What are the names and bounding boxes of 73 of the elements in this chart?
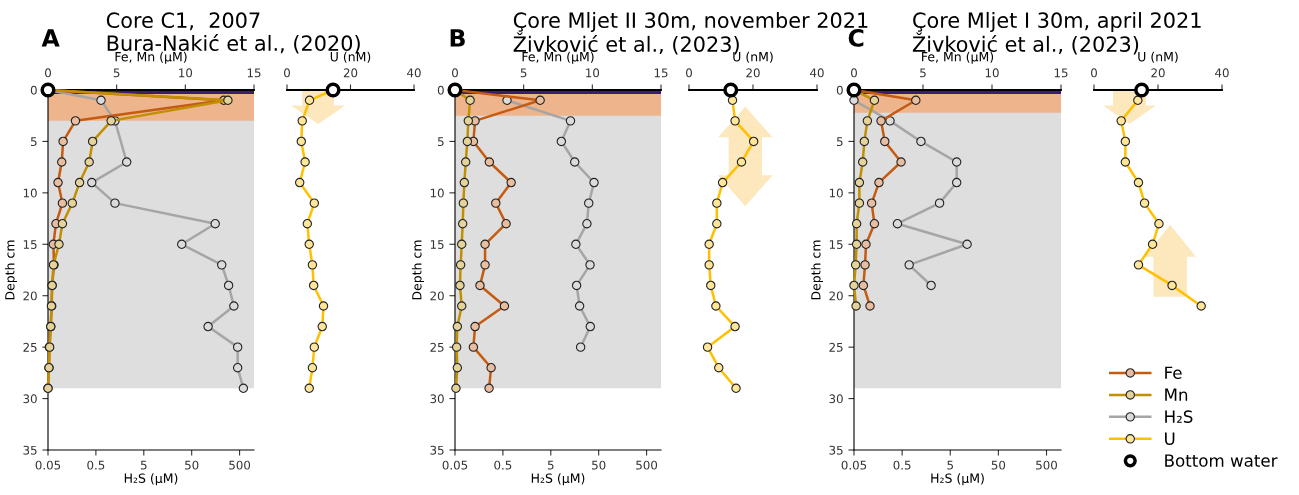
x2-tick-label: 10: [586, 68, 600, 78]
x-tick-label: 500: [636, 460, 658, 470]
point: [1134, 82, 1150, 98]
x2-tick-label: 10: [985, 68, 999, 78]
x2-tick-label: 10: [179, 68, 193, 78]
x-tick-label: 20: [746, 68, 760, 78]
point: [325, 82, 341, 98]
y-tick-label: 0: [836, 85, 843, 95]
x-tick-label: 5: [947, 460, 953, 470]
y-tick-label: 15: [23, 240, 37, 249]
y-tick-label: 25: [430, 342, 444, 352]
x-axis-title: U (nM): [1138, 51, 1178, 63]
y-tick-label: 35: [829, 445, 843, 455]
y-tick-label: 0: [30, 85, 37, 95]
chart-title: Core C1, 2007: [106, 12, 260, 31]
point: [723, 82, 739, 98]
x2-tick-label: 15: [247, 68, 261, 78]
x-tick-label: 500: [1036, 460, 1057, 470]
y-tick-label: 30: [829, 394, 843, 404]
chart-title: Çore Mljet I 30m, april 2021: [913, 11, 1201, 33]
x-tick-label: 0.5: [494, 460, 512, 470]
x-tick-label: 20: [343, 68, 358, 78]
text: B: [450, 29, 465, 47]
y-axis-title: Depth cm: [4, 240, 18, 300]
x-tick-label: 0.5: [893, 460, 911, 470]
legend-label: Mn: [1165, 388, 1188, 401]
x-tick-label: 50: [185, 460, 199, 470]
y-tick-label: 0: [437, 85, 444, 95]
x-tick-label: 0: [1091, 68, 1097, 78]
legend-label: U: [1165, 432, 1175, 445]
y-axis-title: Depth cm: [810, 240, 824, 300]
x-tick-label: 40: [1215, 68, 1229, 78]
x-tick-label: 40: [810, 68, 824, 78]
x-tick-label: 0.05: [35, 460, 61, 470]
x-tick-label: 0.05: [841, 460, 867, 470]
x-tick-label: 50: [592, 460, 606, 470]
x2-tick-label: 15: [1054, 68, 1068, 78]
legend-label: Fe: [1165, 366, 1182, 380]
x-tick-label: 5: [140, 460, 147, 470]
x-axis-title: H₂S (µM): [124, 473, 178, 486]
y-tick-label: 35: [23, 445, 37, 455]
x-tick-label: 40: [407, 68, 421, 78]
y-tick-label: 35: [430, 445, 444, 455]
x2-tick-label: 15: [654, 68, 668, 78]
x-tick-label: 50: [991, 460, 1006, 470]
legend-label: H₂S: [1165, 410, 1193, 423]
x-tick-label: 0: [284, 68, 290, 78]
x-tick-label: 5: [547, 460, 554, 470]
legend-label: Bottom water: [1165, 454, 1278, 467]
y-tick-label: 20: [430, 291, 444, 301]
y-tick-label: 10: [23, 188, 37, 198]
y-tick-label: 25: [829, 342, 843, 352]
y-tick-label: 5: [437, 137, 444, 147]
x-axis-title: H₂S (µM): [931, 473, 984, 486]
y-tick-label: 10: [829, 188, 843, 198]
x-tick-label: 0.05: [442, 460, 468, 470]
y-tick-label: 20: [23, 291, 37, 301]
y-tick-label: 5: [30, 137, 37, 147]
y-tick-label: 30: [430, 394, 444, 404]
y-tick-label: 30: [23, 394, 37, 404]
x-axis-title: H₂S (µM): [531, 473, 585, 486]
y-tick-label: 10: [430, 188, 444, 198]
x-tick-label: 500: [229, 460, 251, 470]
y-tick-label: 5: [836, 137, 843, 147]
text: A: [41, 29, 60, 47]
x-tick-label: 0.5: [87, 460, 105, 470]
y-axis-title: Depth cm: [411, 240, 425, 300]
y-tick-label: 15: [430, 240, 444, 249]
y-tick-label: 25: [23, 342, 37, 352]
x-tick-label: 0: [686, 68, 692, 78]
y-tick-label: 15: [829, 240, 843, 249]
y-tick-label: 20: [829, 291, 843, 301]
x-tick-label: 20: [1151, 68, 1165, 78]
